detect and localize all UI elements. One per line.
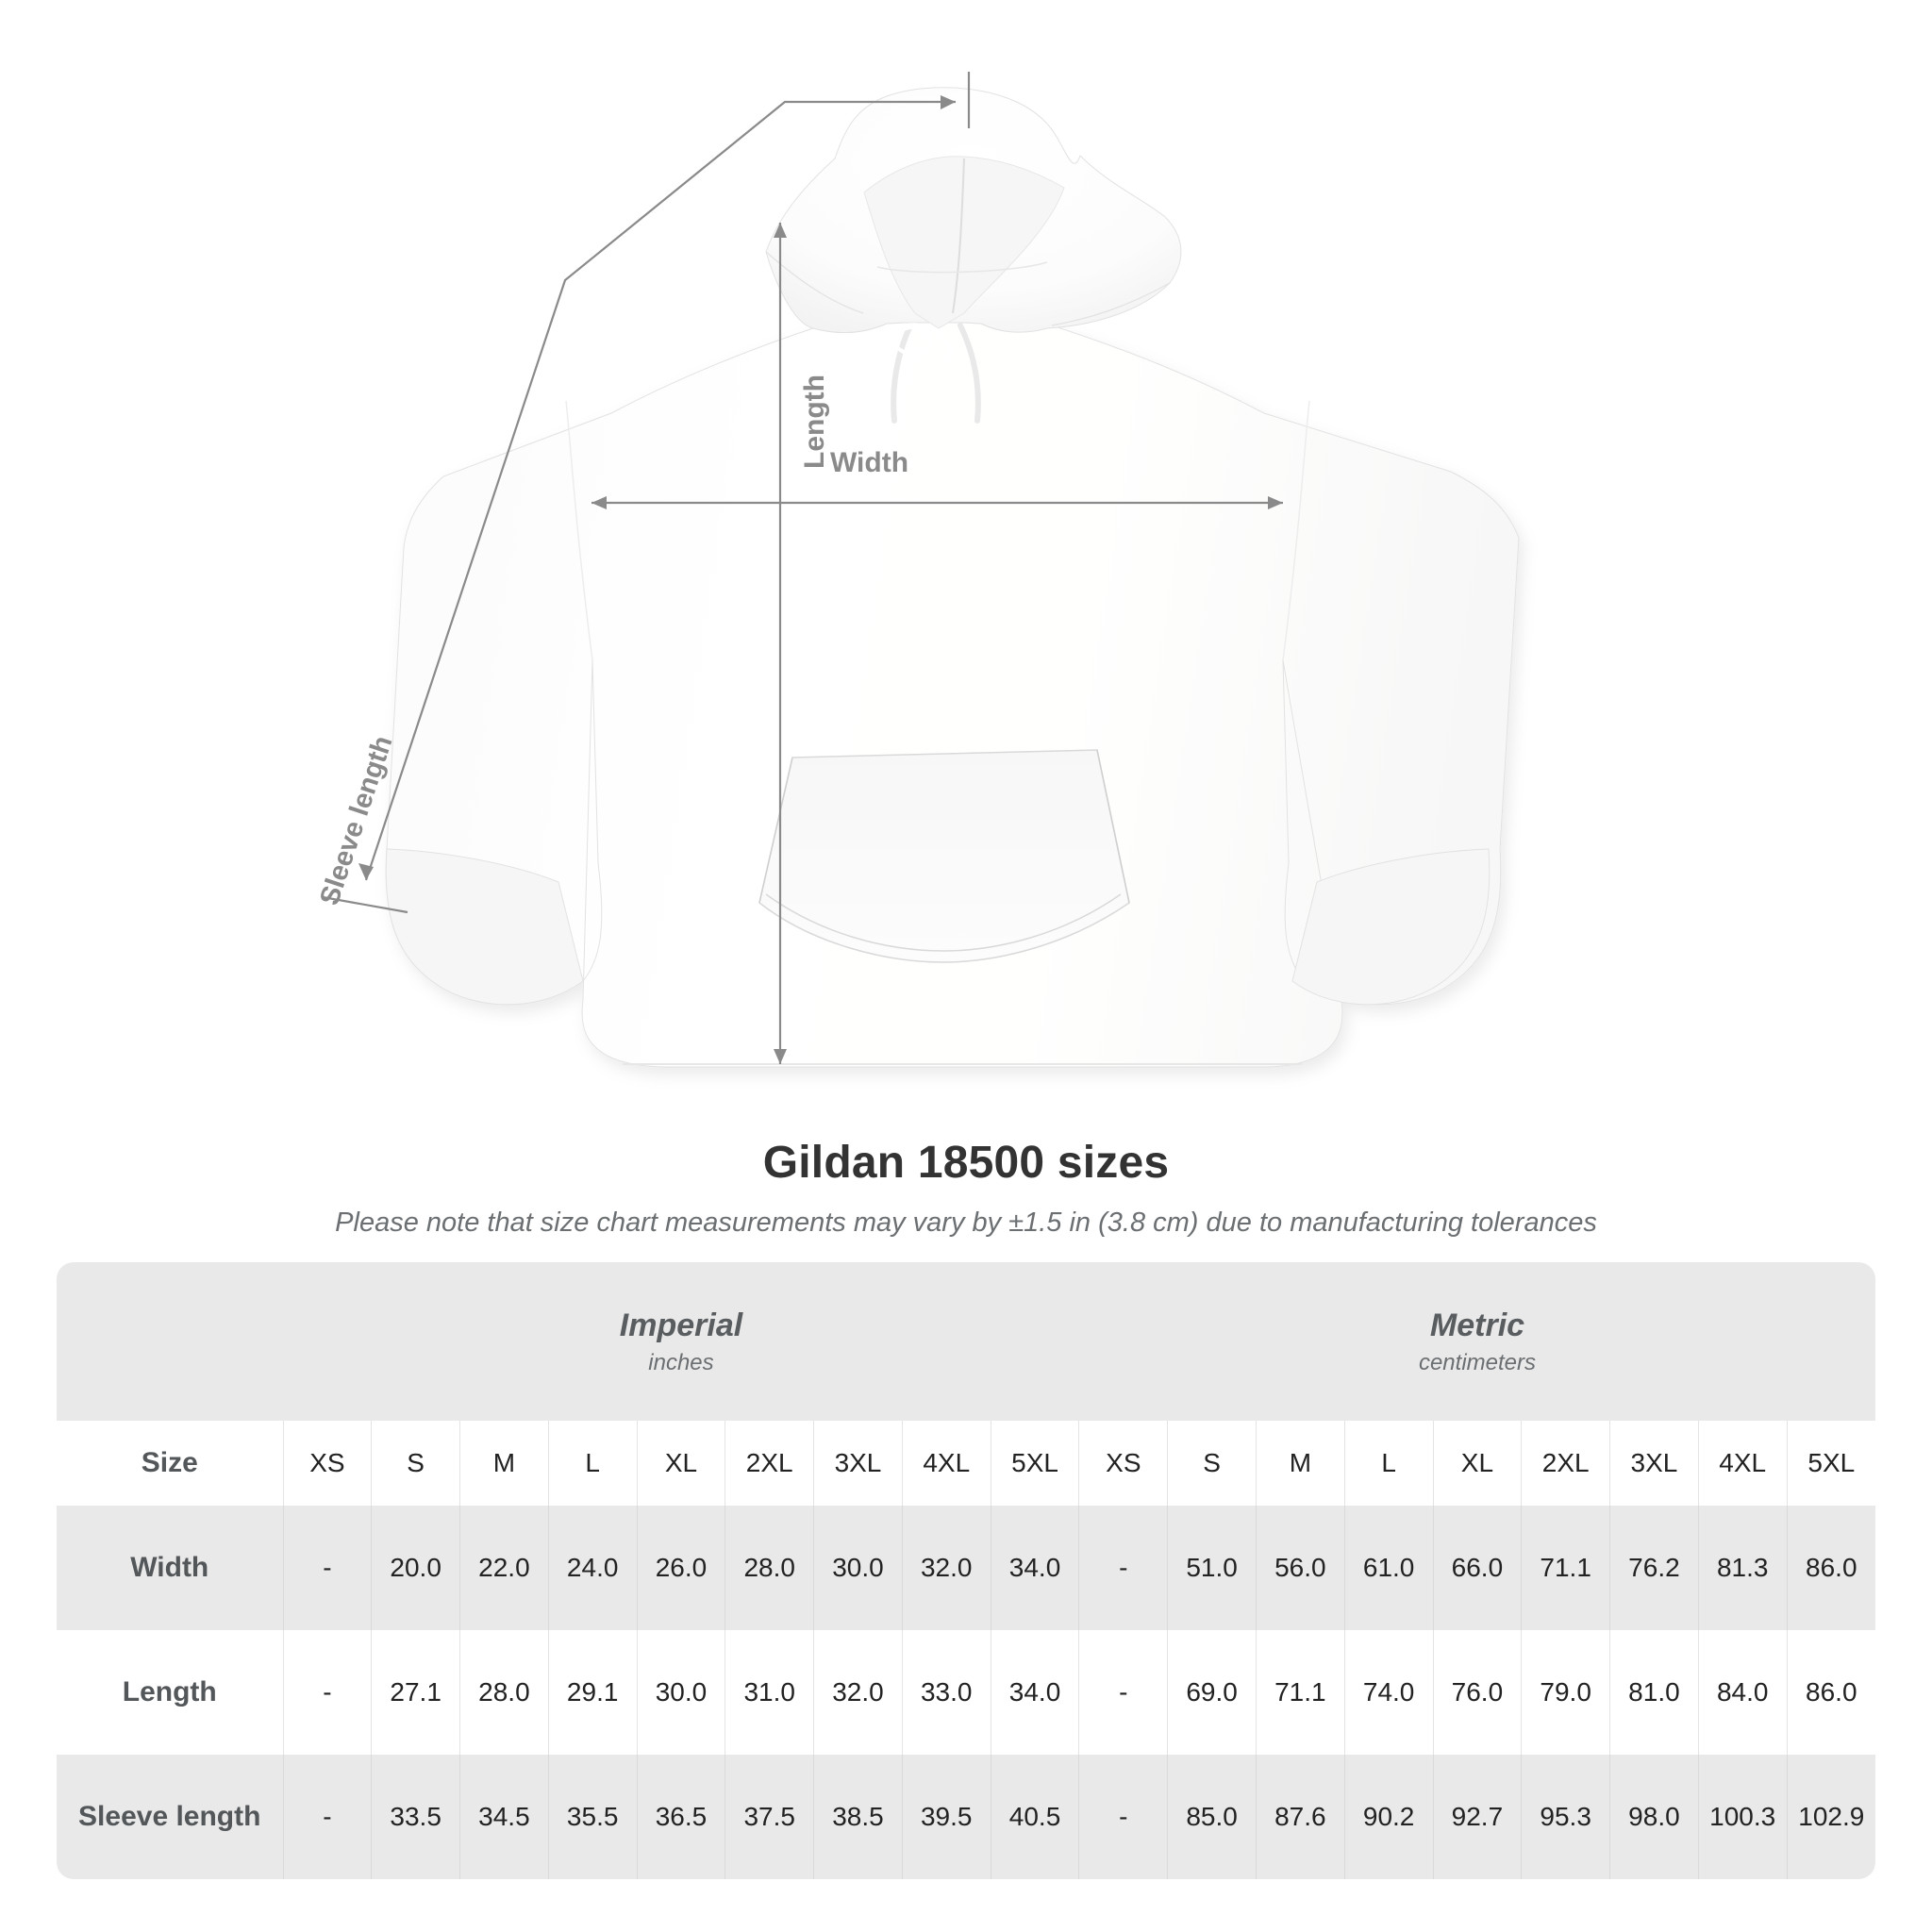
svg-text:Length: Length <box>799 375 830 469</box>
svg-text:Width: Width <box>830 447 908 478</box>
